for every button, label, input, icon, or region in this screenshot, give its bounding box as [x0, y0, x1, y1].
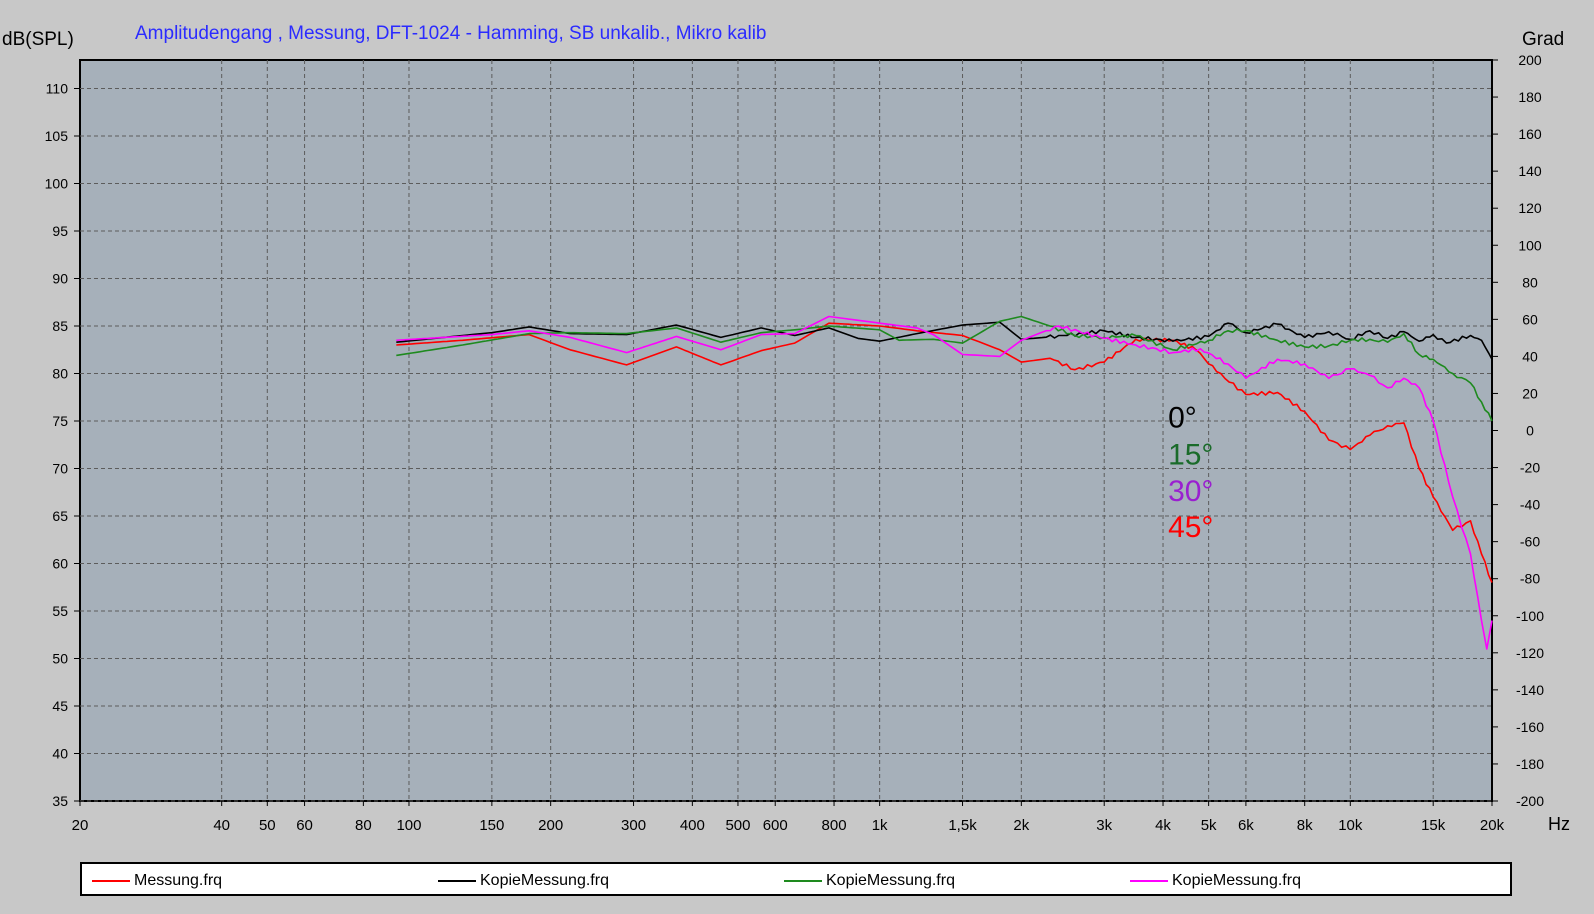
- y2-tick-label: 60: [1522, 311, 1538, 327]
- x-tick-label: 600: [763, 817, 788, 834]
- x-tick-label: 1,5k: [948, 817, 977, 834]
- legend-swatch: [784, 880, 822, 882]
- legend: Messung.frq KopieMessung.frq KopieMessun…: [80, 862, 1512, 896]
- x-tick-label: 40: [213, 817, 230, 834]
- x-tick-label: 2k: [1013, 817, 1029, 834]
- x-tick-label: 8k: [1297, 817, 1313, 834]
- x-tick-label: 150: [479, 817, 504, 834]
- angle-annotation: 45°: [1168, 511, 1213, 544]
- y2-tick-label: 100: [1518, 237, 1542, 253]
- y-tick-label: 65: [52, 508, 68, 524]
- y2-tick-label: -60: [1520, 534, 1540, 550]
- x-tick-label: 80: [355, 817, 372, 834]
- axis-layer: 20 40 50 60 80 100 150 200 300 400 500 600 800 1k 1,5k…: [45, 52, 1545, 834]
- plot-area: [79, 59, 1493, 802]
- x-tick-label: 15k: [1421, 817, 1446, 834]
- x-tick-label: 50: [259, 817, 276, 834]
- angle-annotations: 0° 15°30°45°: [1168, 402, 1213, 544]
- series-line-3: [396, 315, 1493, 650]
- angle-annotation: 15°: [1168, 439, 1213, 472]
- y2-tick-label: -160: [1516, 719, 1544, 735]
- y2-tick-label: 120: [1518, 200, 1542, 216]
- y2-tick-label: 180: [1518, 89, 1542, 105]
- series-line-1: [396, 321, 1493, 360]
- y2-tick-label: -20: [1520, 460, 1540, 476]
- x-tick-label: 4k: [1155, 817, 1171, 834]
- x-tick-label: 500: [725, 817, 750, 834]
- x-tick-label: 5k: [1201, 817, 1217, 834]
- legend-swatch: [1130, 880, 1168, 882]
- y2-tick-label: 160: [1518, 126, 1542, 142]
- y2-axis-label: Grad: [1522, 29, 1564, 50]
- y-tick-label: 110: [46, 81, 69, 97]
- y2-tick-label: -100: [1516, 608, 1544, 624]
- legend-swatch: [438, 880, 476, 882]
- x-tick-label: 3k: [1096, 817, 1112, 834]
- y2-tick-label: 80: [1522, 274, 1538, 290]
- legend-item: KopieMessung.frq: [784, 872, 955, 890]
- legend-swatch: [92, 880, 130, 882]
- y-tick-label: 50: [52, 651, 68, 667]
- series-line-0: [396, 322, 1493, 583]
- y-tick-label: 35: [52, 793, 68, 809]
- y-tick-label: 75: [52, 413, 68, 429]
- x-tick-label: 60: [296, 817, 313, 834]
- y2-tick-label: -40: [1520, 497, 1540, 513]
- x-tick-label: 200: [538, 817, 563, 834]
- x-tick-label: 100: [396, 817, 421, 834]
- legend-label: KopieMessung.frq: [826, 872, 955, 889]
- y2-tick-label: 140: [1518, 163, 1542, 179]
- x-tick-label: 800: [822, 817, 847, 834]
- y2-tick-label: 200: [1518, 52, 1542, 68]
- y-tick-label: 45: [52, 698, 68, 714]
- x-tick-label: 400: [680, 817, 705, 834]
- y-tick-label: 60: [52, 556, 68, 572]
- x-axis-unit: Hz: [1548, 814, 1570, 834]
- series-line-2: [396, 315, 1493, 422]
- angle-annotation: 30°: [1168, 475, 1213, 508]
- y2-tick-label: -140: [1516, 682, 1544, 698]
- x-tick-label: 6k: [1238, 817, 1254, 834]
- y2-tick-label: 20: [1522, 385, 1538, 401]
- x-tick-label: 20: [72, 817, 89, 834]
- series-layer: [396, 315, 1493, 650]
- y-axis-label: dB(SPL): [2, 29, 74, 50]
- y-tick-label: 90: [52, 271, 68, 287]
- y2-tick-label: 0: [1526, 423, 1534, 439]
- legend-item: Messung.frq: [92, 872, 222, 890]
- y2-tick-label: -200: [1516, 793, 1544, 809]
- legend-label: Messung.frq: [134, 872, 223, 889]
- y-tick-label: 105: [45, 128, 69, 144]
- legend-item: KopieMessung.frq: [1130, 872, 1301, 890]
- y-tick-label: 95: [52, 223, 68, 239]
- y-tick-label: 100: [45, 176, 69, 192]
- angle-annotation: 0°: [1168, 402, 1197, 435]
- y-tick-label: 80: [52, 366, 68, 382]
- y-tick-label: 85: [52, 318, 68, 334]
- y2-tick-label: -120: [1516, 645, 1544, 661]
- y-tick-label: 70: [52, 461, 68, 477]
- y-tick-label: 55: [52, 603, 68, 619]
- y-tick-label: 40: [52, 746, 68, 762]
- x-tick-label: 1k: [872, 817, 888, 834]
- legend-item: KopieMessung.frq: [438, 872, 609, 890]
- x-tick-label: 20k: [1480, 817, 1505, 834]
- chart-title: Amplitudengang , Messung, DFT-1024 - Ham…: [135, 23, 767, 44]
- x-tick-label: 300: [621, 817, 646, 834]
- x-tick-label: 10k: [1338, 817, 1363, 834]
- legend-label: KopieMessung.frq: [1172, 872, 1301, 889]
- y2-tick-label: 40: [1522, 348, 1538, 364]
- legend-label: KopieMessung.frq: [480, 872, 609, 889]
- y2-tick-label: -80: [1520, 571, 1540, 587]
- y2-tick-label: -180: [1516, 756, 1544, 772]
- grid-layer: [80, 60, 1492, 802]
